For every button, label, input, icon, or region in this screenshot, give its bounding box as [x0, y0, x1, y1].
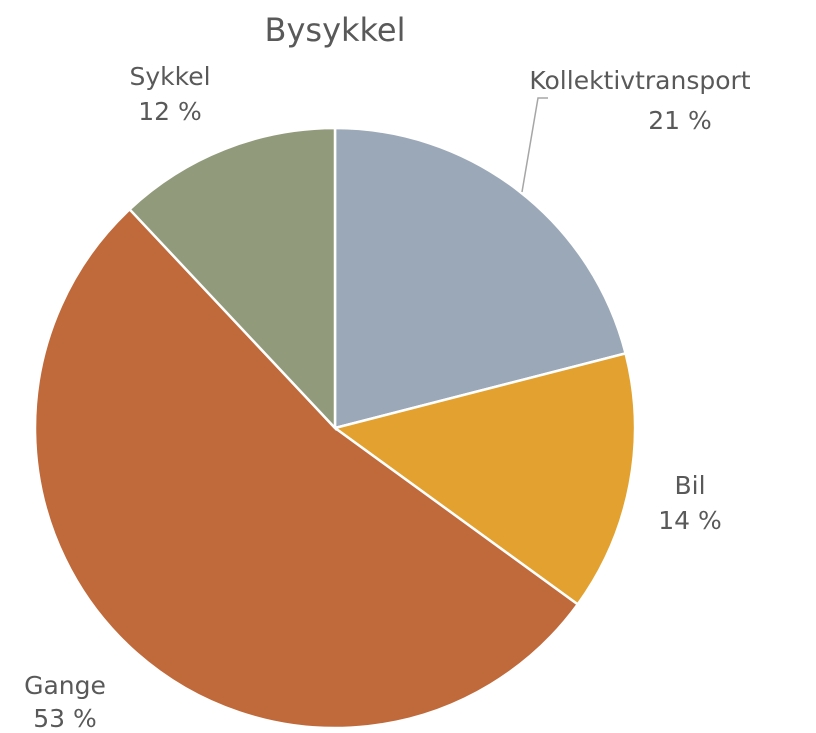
value-label: 21 %: [648, 106, 712, 135]
chart-title: Bysykkel: [265, 11, 406, 49]
pie: [33, 126, 637, 730]
value-label: 12 %: [138, 97, 202, 126]
category-label: Bil: [674, 471, 705, 500]
pie-slice: [33, 207, 580, 730]
pie-slice: [333, 126, 628, 430]
pie-slice: [127, 126, 337, 432]
category-label: Sykkel: [129, 62, 210, 91]
pie-slice: [332, 351, 637, 607]
category-label: Gange: [24, 671, 106, 700]
leader-line: [521, 97, 548, 193]
value-label: 53 %: [33, 704, 97, 733]
value-label: 14 %: [658, 506, 722, 535]
category-label: Kollektivtransport: [529, 66, 750, 95]
